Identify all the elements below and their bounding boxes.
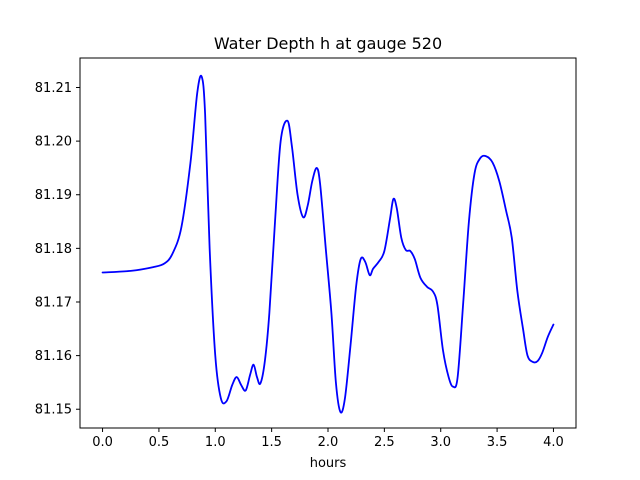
plot-area-frame — [79, 57, 577, 429]
y-tick-label: 81.16 — [35, 349, 72, 364]
y-tick-label: 81.20 — [35, 135, 72, 150]
chart-title: Water Depth h at gauge 520 — [214, 34, 442, 53]
x-tick-label: 1.0 — [205, 435, 226, 450]
x-tick-label: 0.0 — [92, 435, 113, 450]
y-tick-label: 81.18 — [35, 242, 72, 257]
x-tick-label: 3.5 — [487, 435, 508, 450]
y-axis: 81.15 81.16 81.17 81.18 81.19 81.20 81.21 — [35, 81, 80, 418]
x-axis-label: hours — [310, 456, 347, 471]
x-tick-label: 0.5 — [149, 435, 170, 450]
y-tick-label: 81.19 — [35, 188, 72, 203]
y-tick-label: 81.15 — [35, 403, 72, 418]
x-tick-label: 2.0 — [318, 435, 339, 450]
x-tick-label: 3.0 — [430, 435, 451, 450]
x-tick-label: 2.5 — [374, 435, 395, 450]
y-tick-label: 81.21 — [35, 81, 72, 96]
x-axis: 0.0 0.5 1.0 1.5 2.0 2.5 3.0 3.5 4.0 — [92, 428, 564, 450]
x-tick-label: 1.5 — [261, 435, 282, 450]
x-tick-label: 4.0 — [543, 435, 564, 450]
water-depth-series-line — [101, 74, 555, 414]
y-tick-label: 81.17 — [35, 295, 72, 310]
